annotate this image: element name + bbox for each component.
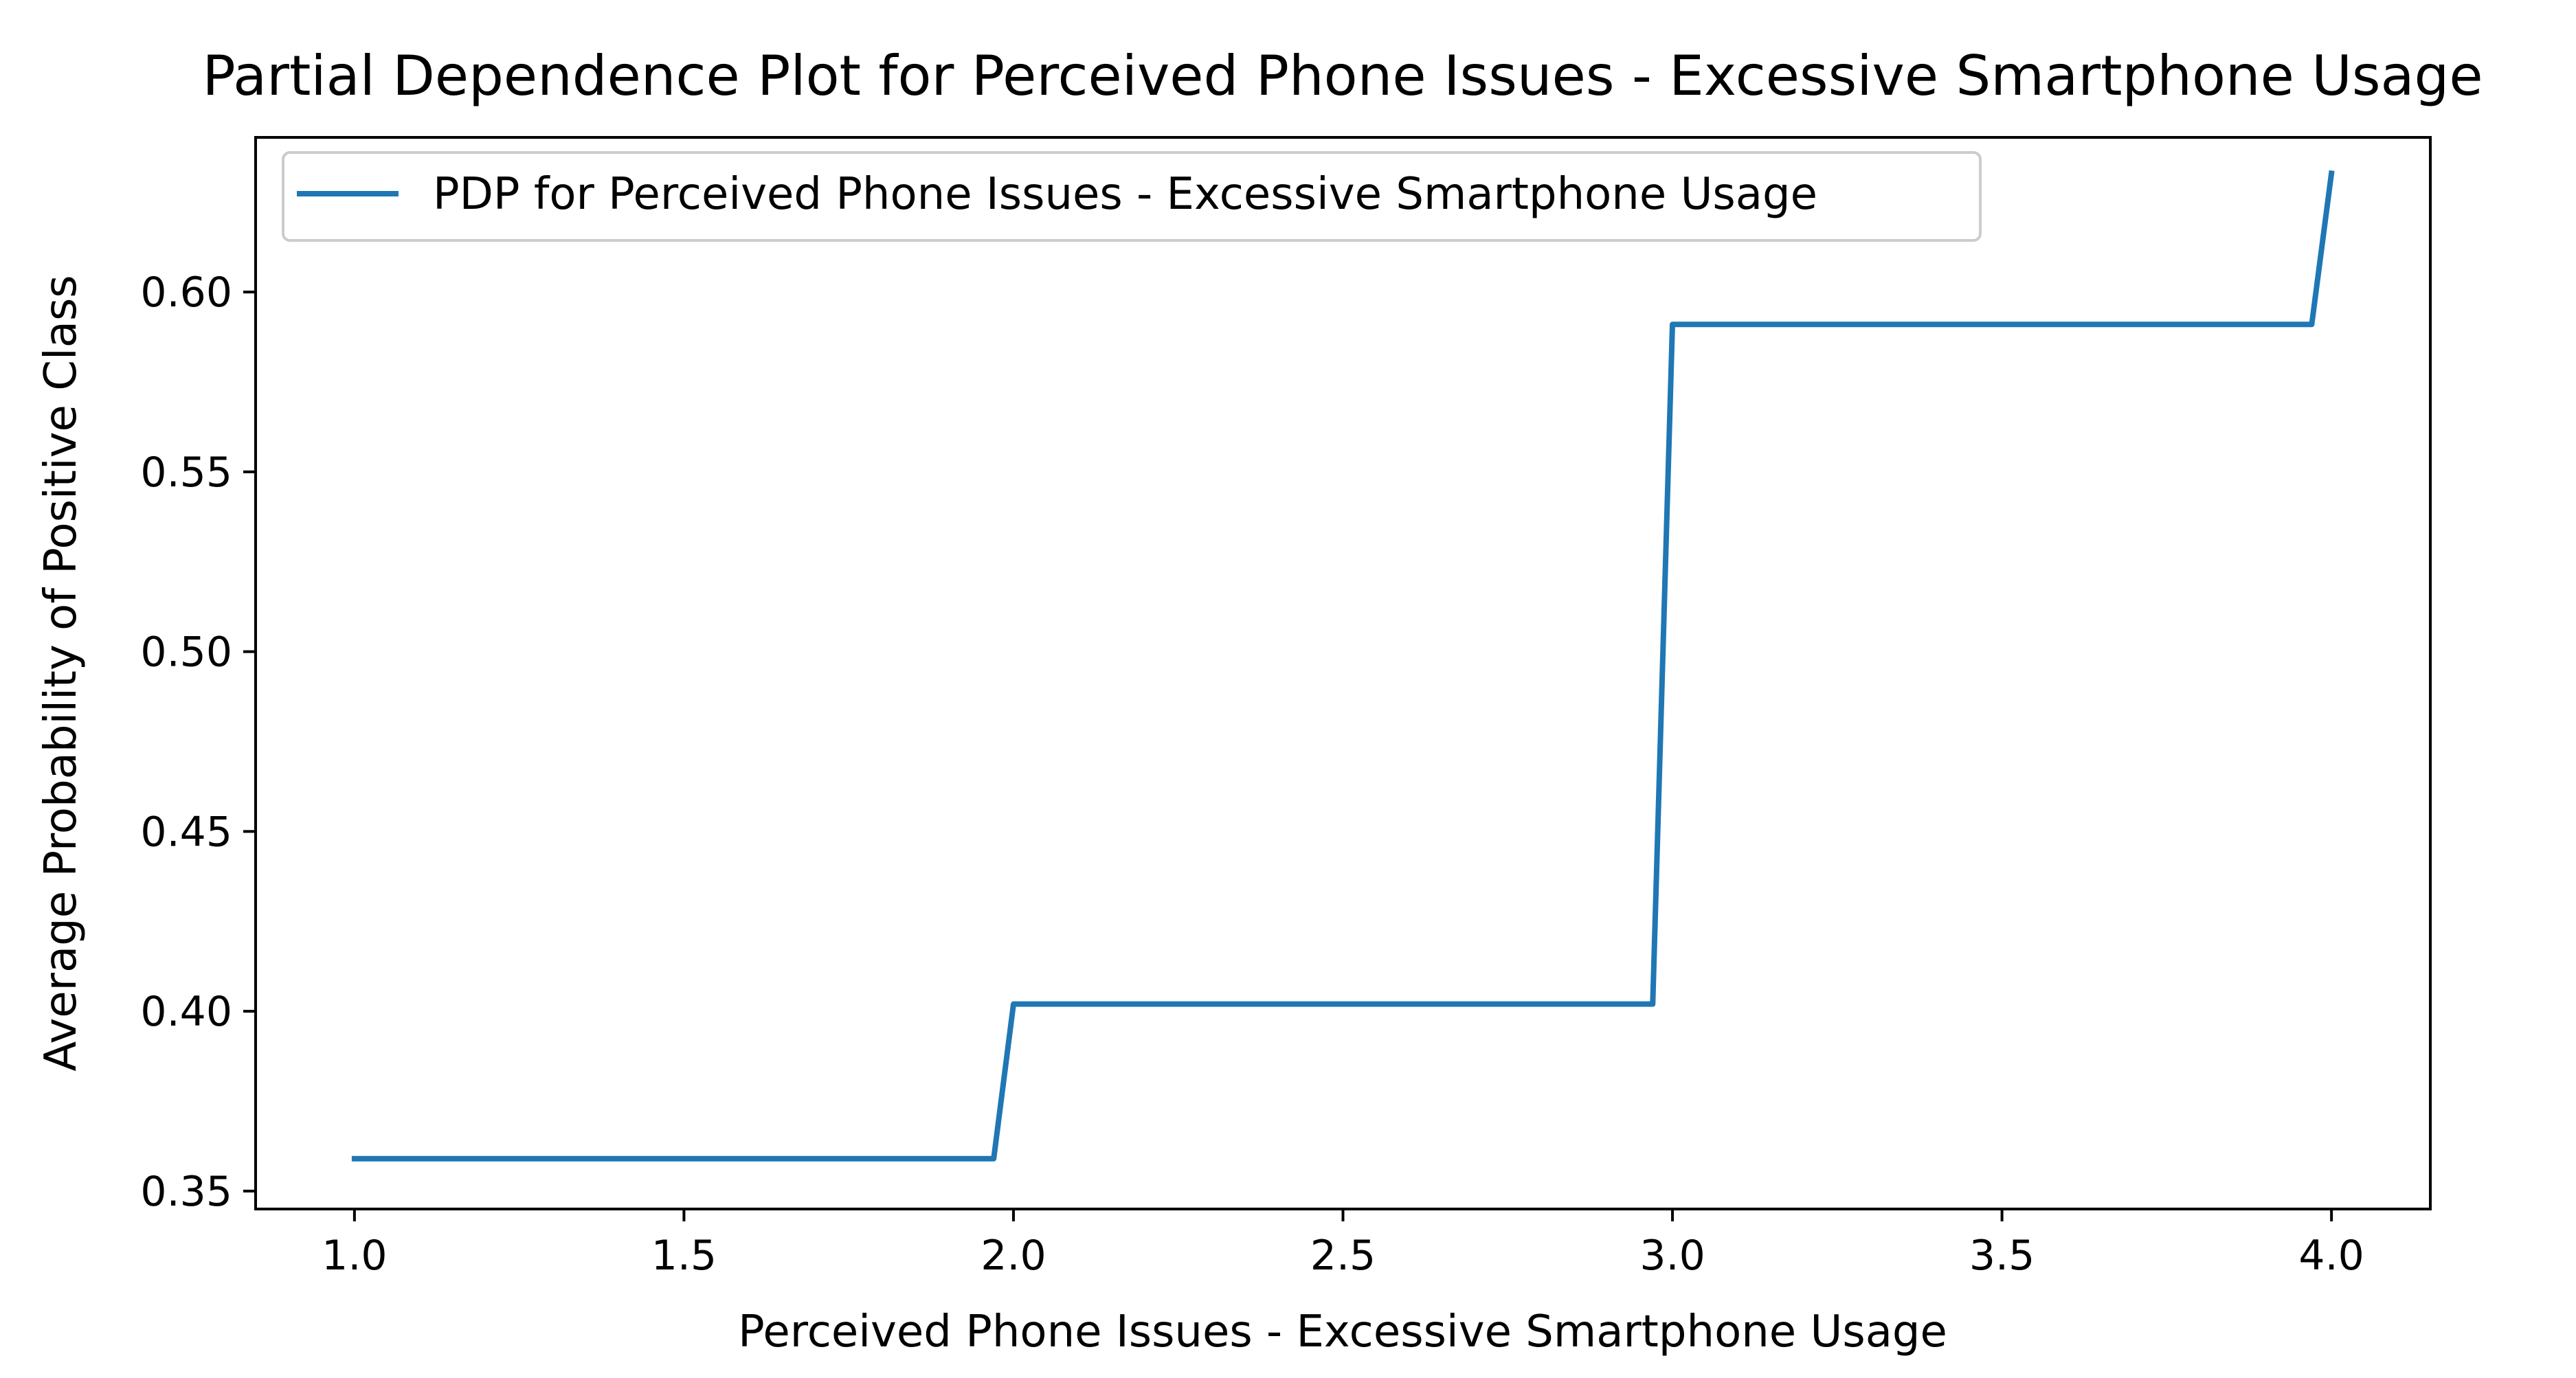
x-axis-ticks: 1.0 1.5 2.0 2.5 3.0 3.5 4.0 [322,1209,2364,1280]
y-tick-label: 0.55 [140,449,232,497]
y-axis-label: Average Probability of Positive Class [36,275,87,1071]
y-tick-label: 0.50 [140,629,232,677]
y-tick-label: 0.35 [140,1168,232,1216]
y-tick-label: 0.60 [140,269,232,317]
plot-area-frame [254,136,2432,1210]
legend-box [282,151,1982,242]
pdp-series-line [351,170,2335,1162]
x-axis-label: Perceived Phone Issues - Excessive Smart… [738,1307,1947,1357]
x-tick-label: 3.0 [1639,1232,1705,1280]
x-tick-label: 2.0 [981,1232,1046,1280]
x-tick-label: 3.5 [1969,1232,2035,1280]
legend-label: PDP for Perceived Phone Issues - Excessi… [433,169,1817,220]
legend: PDP for Perceived Phone Issues - Excessi… [282,151,1982,242]
chart-title: Partial Dependence Plot for Perceived Ph… [202,44,2483,108]
x-tick-label: 2.5 [1310,1232,1376,1280]
y-tick-label: 0.45 [140,808,232,856]
x-tick-label: 4.0 [2298,1232,2364,1280]
y-axis-ticks: 0.35 0.40 0.45 0.50 0.55 0.60 [140,269,256,1216]
x-tick-label: 1.0 [322,1232,387,1280]
x-tick-label: 1.5 [651,1232,717,1280]
y-tick-label: 0.40 [140,988,232,1036]
series-layer [351,170,2335,1162]
